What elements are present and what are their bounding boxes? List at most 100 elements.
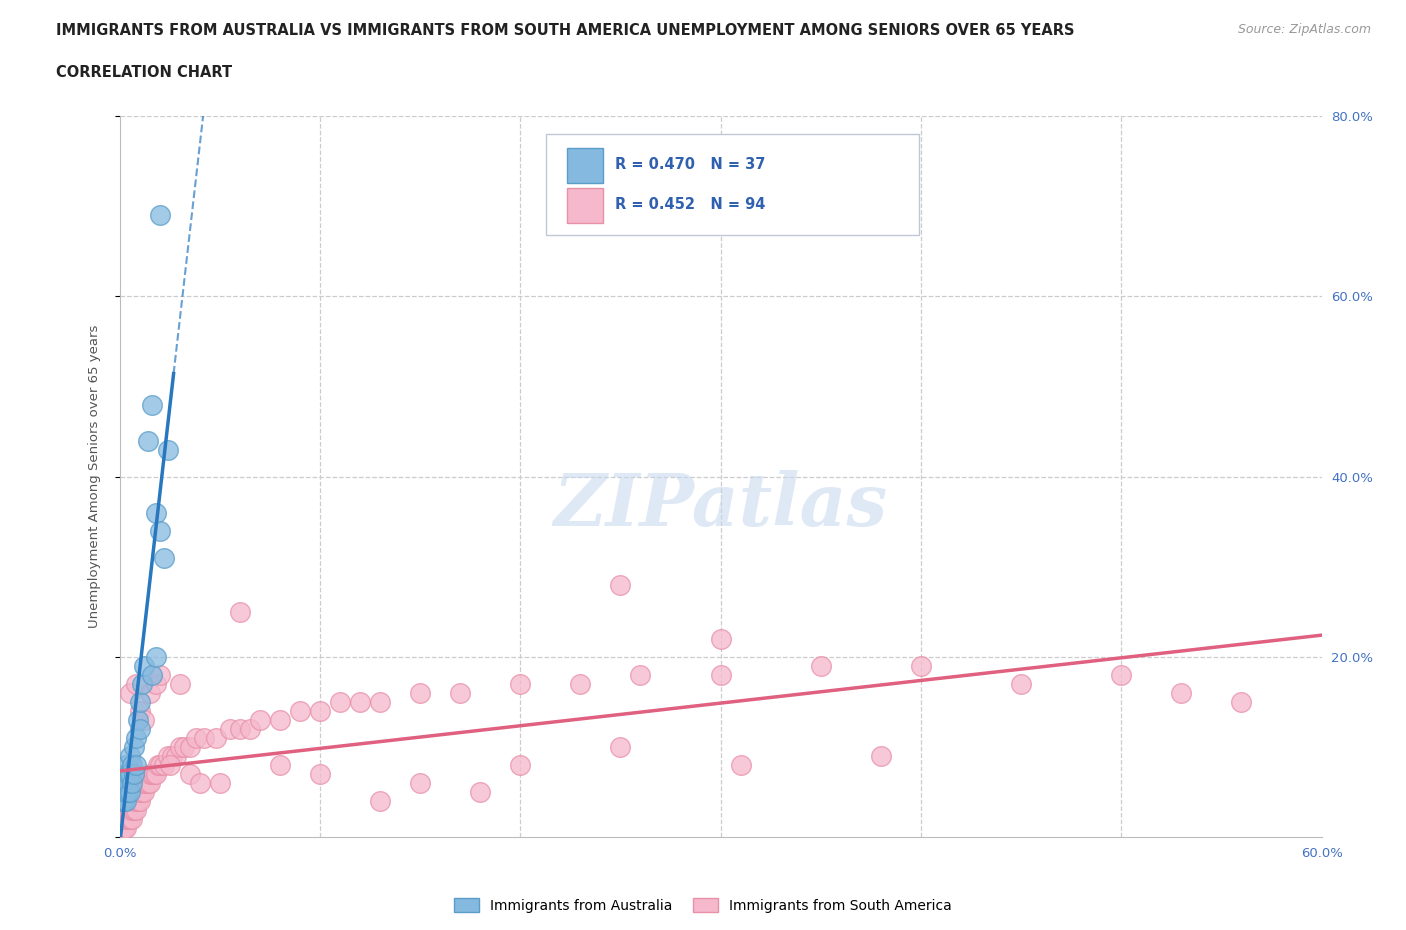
Point [630, 668, 652, 683]
Point [145, 766, 167, 781]
Point [121, 812, 143, 827]
Point [179, 739, 201, 754]
Point [468, 785, 492, 800]
Text: Source: ZipAtlas.com: Source: ZipAtlas.com [1237, 23, 1371, 36]
Point [368, 695, 391, 710]
Point [110, 793, 132, 808]
Point [121, 803, 143, 817]
Point [124, 730, 146, 745]
Point [124, 793, 146, 808]
Point [156, 749, 179, 764]
Point [145, 649, 167, 664]
Point [118, 793, 141, 808]
Point [145, 505, 167, 520]
Point [124, 757, 146, 772]
Point [193, 730, 215, 745]
Point [122, 766, 145, 781]
Point [509, 757, 531, 772]
Point [159, 757, 181, 772]
Point [709, 631, 731, 646]
Point [124, 785, 146, 800]
Point [228, 722, 252, 737]
Point [122, 793, 145, 808]
Point [204, 730, 226, 745]
Point [118, 766, 141, 781]
Point [218, 722, 240, 737]
Point [112, 812, 135, 827]
Point [141, 668, 163, 683]
Point [188, 776, 211, 790]
Point [1170, 685, 1192, 700]
Point [112, 785, 135, 800]
Point [118, 685, 141, 700]
Bar [567, 148, 603, 182]
Point [135, 776, 157, 790]
Point [165, 749, 187, 764]
Point [114, 820, 136, 835]
Point [131, 785, 153, 800]
Point [208, 776, 231, 790]
Point [128, 695, 150, 710]
Point [114, 812, 136, 827]
Point [127, 785, 149, 800]
Point [132, 785, 155, 800]
Point [136, 776, 159, 790]
Point [117, 785, 139, 800]
Point [128, 703, 150, 718]
Point [149, 208, 172, 223]
Point [509, 676, 531, 691]
Point [368, 793, 391, 808]
Point [110, 820, 132, 835]
Point [132, 776, 155, 790]
Point [112, 793, 135, 808]
Point [309, 766, 332, 781]
Point [173, 739, 195, 754]
Point [114, 803, 136, 817]
Point [141, 766, 163, 781]
Point [118, 812, 141, 827]
Point [146, 757, 169, 772]
Point [1111, 668, 1133, 683]
Point [152, 551, 174, 565]
Point [112, 766, 135, 781]
Point [145, 676, 167, 691]
Y-axis label: Unemployment Among Seniors over 65 years: Unemployment Among Seniors over 65 years [89, 325, 101, 629]
Point [112, 820, 135, 835]
Point [127, 793, 149, 808]
Point [152, 757, 174, 772]
Point [449, 685, 471, 700]
Point [179, 766, 201, 781]
FancyBboxPatch shape [547, 134, 920, 235]
Point [609, 739, 631, 754]
Point [169, 739, 191, 754]
Text: R = 0.452   N = 94: R = 0.452 N = 94 [614, 197, 765, 212]
Point [110, 785, 132, 800]
Point [409, 776, 432, 790]
Point [169, 676, 191, 691]
Point [1230, 695, 1253, 710]
Point [131, 676, 153, 691]
Point [149, 668, 172, 683]
Point [122, 803, 145, 817]
Point [228, 604, 252, 619]
Text: ZIPatlas: ZIPatlas [554, 470, 887, 541]
Point [122, 739, 145, 754]
Point [114, 785, 136, 800]
Point [249, 712, 271, 727]
Point [269, 757, 291, 772]
Point [138, 766, 160, 781]
Point [609, 578, 631, 592]
Point [117, 776, 139, 790]
Point [138, 776, 160, 790]
Point [132, 712, 155, 727]
Point [124, 676, 146, 691]
Point [118, 803, 141, 817]
Bar [567, 189, 603, 223]
Point [132, 658, 155, 673]
Point [128, 785, 150, 800]
Point [149, 524, 172, 538]
Text: CORRELATION CHART: CORRELATION CHART [56, 65, 232, 80]
Point [709, 668, 731, 683]
Point [114, 766, 136, 781]
Point [288, 703, 311, 718]
